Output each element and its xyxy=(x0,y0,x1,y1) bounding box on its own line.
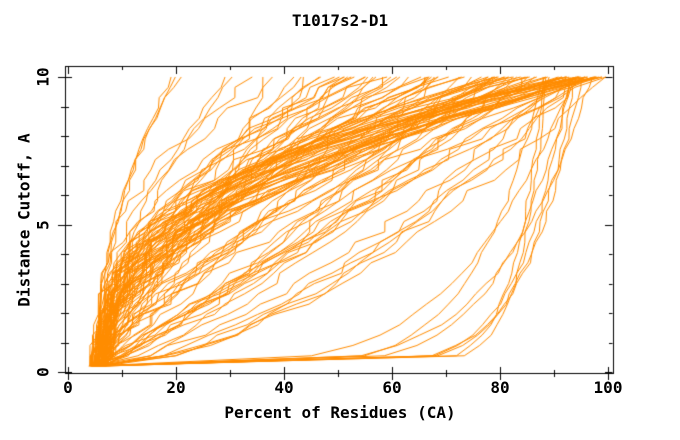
plot-title: T1017s2-D1 xyxy=(291,11,389,30)
x-tick-label: 60 xyxy=(382,378,402,397)
x-tick-label: 100 xyxy=(593,378,623,397)
x-tick-label: 80 xyxy=(490,378,510,397)
x-tick-label: 0 xyxy=(63,378,73,397)
y-tick-label: 5 xyxy=(33,219,53,230)
x-axis-title: Percent of Residues (CA) xyxy=(224,403,456,422)
y-axis-title: Distance Cutoff, A xyxy=(14,133,34,307)
x-tick-label: 20 xyxy=(166,378,186,397)
x-tick-label: 40 xyxy=(274,378,294,397)
y-tick-label: 0 xyxy=(33,367,53,377)
y-tick-label: 10 xyxy=(33,67,53,87)
